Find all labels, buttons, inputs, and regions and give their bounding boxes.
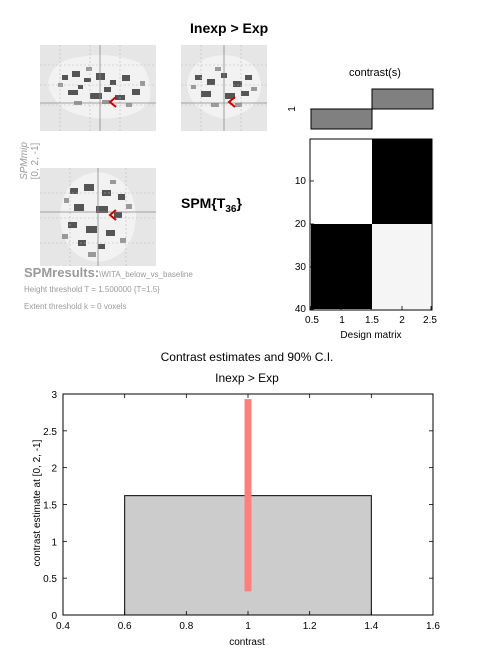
x-tick-label: 1.2: [303, 621, 317, 632]
design-matrix-xlabel: Design matrix: [340, 330, 401, 341]
design-matrix-ytick: 30: [295, 262, 307, 273]
x-tick-label: 0.6: [118, 621, 132, 632]
contrast-weights-panel: contrast(s) 1: [287, 67, 434, 130]
contrast-row-label: 1: [287, 106, 298, 112]
glass-brain-sagittal: [40, 45, 156, 131]
y-tick-label: 1: [51, 537, 57, 548]
contrast-weight-1: [310, 108, 373, 130]
contrast-estimate-chart: Contrast estimates and 90% C.I. Inexp > …: [32, 350, 440, 648]
spm-results-name: \WITA_below_vs_baseline: [99, 270, 193, 279]
y-tick-label: 1.5: [43, 501, 57, 512]
chart-xlabel: contrast: [229, 637, 265, 648]
chart-ylabel: contrast estimate at [0, 2, -1]: [32, 439, 43, 566]
extent-threshold-text: Extent threshold k = 0 voxels: [24, 302, 127, 311]
y-tick-label: 0: [51, 611, 57, 622]
chart-subtitle: Inexp > Exp: [215, 371, 279, 385]
design-matrix-block-top-right: [372, 139, 432, 224]
design-matrix-xtick: 2.5: [423, 315, 437, 326]
design-matrix-block-bottom-right: [372, 224, 431, 309]
y-tick-label: 0.5: [43, 574, 57, 585]
y-tick-label: 3: [51, 390, 57, 401]
design-matrix-xtick: 0.5: [305, 315, 319, 326]
glass-brain-axial: [40, 168, 156, 266]
spm-stat-prefix: SPM{T: [181, 195, 226, 211]
x-tick-label: 1.4: [364, 621, 378, 632]
design-matrix-xtick: 1.5: [365, 315, 379, 326]
spm-results-prefix: SPMresults:: [24, 265, 100, 280]
spm-stat-df: 36: [225, 203, 237, 215]
x-tick-label: 1: [245, 621, 251, 632]
glass-brain-coronal: [181, 45, 267, 131]
mip-side-label-line1: SPMmip: [19, 142, 30, 180]
mip-side-label: SPMmip [0, 2, -1]: [19, 121, 41, 201]
design-matrix-block-bottom-left: [311, 224, 372, 309]
design-matrix-ytick: 20: [295, 219, 307, 230]
y-tick-label: 2.5: [43, 427, 57, 438]
height-threshold-text: Height threshold T = 1.500000 {T=1.5}: [24, 285, 160, 294]
chart-title: Contrast estimates and 90% C.I.: [161, 350, 334, 364]
design-matrix-xtick: 2: [399, 315, 405, 326]
design-matrix: 0.5 1 1.5 2 2.5 10 20 30 40 Design matri…: [295, 138, 437, 341]
design-matrix-ytick: 10: [295, 176, 307, 187]
spm-stat-suffix: }: [236, 195, 242, 211]
spm-results-line: SPMresults:\WITA_below_vs_baseline: [24, 264, 193, 282]
y-tick-label: 2: [51, 464, 57, 475]
design-matrix-ytick: 40: [295, 304, 307, 315]
design-matrix-xtick: 1: [339, 315, 345, 326]
spm-stat-label: SPM{T36}: [181, 195, 242, 215]
x-tick-label: 1.6: [426, 621, 440, 632]
x-tick-label: 0.4: [56, 621, 70, 632]
contrast-weight-2: [371, 88, 434, 110]
x-tick-label: 0.8: [179, 621, 193, 632]
contrast-title: Inexp > Exp: [190, 20, 269, 36]
contrast-weights-title: contrast(s): [349, 67, 401, 79]
